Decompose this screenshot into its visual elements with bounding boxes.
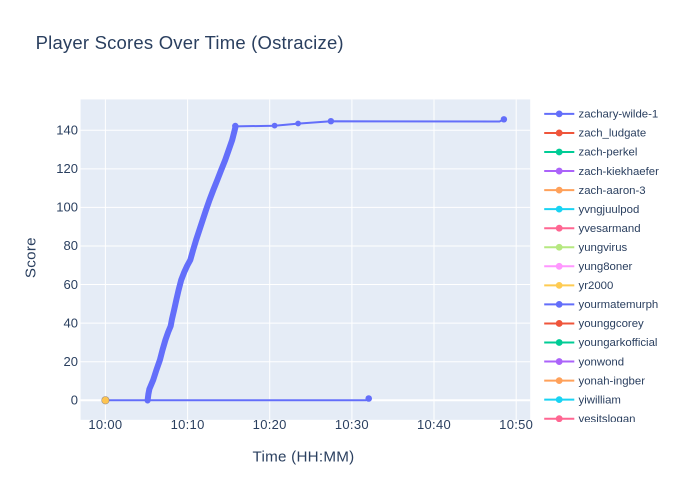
svg-text:60: 60 [64, 277, 78, 292]
svg-text:Player Scores Over Time (Ostra: Player Scores Over Time (Ostracize) [36, 32, 344, 53]
svg-text:zachary-wilde-1: zachary-wilde-1 [579, 109, 659, 121]
svg-text:zach_ludgate: zach_ludgate [579, 128, 647, 140]
svg-text:zach-perkel: zach-perkel [579, 147, 638, 159]
svg-text:80: 80 [64, 238, 78, 253]
svg-text:yesitslogan: yesitslogan [579, 413, 636, 425]
svg-text:100: 100 [56, 200, 78, 215]
svg-text:zach-kiekhaefer: zach-kiekhaefer [579, 166, 660, 178]
svg-text:10:30: 10:30 [335, 417, 369, 432]
svg-text:yonah-ingber: yonah-ingber [579, 375, 646, 387]
svg-text:yourmatemurph: yourmatemurph [579, 299, 659, 311]
svg-text:10:20: 10:20 [253, 417, 287, 432]
svg-text:yvesarmand: yvesarmand [579, 223, 641, 235]
svg-text:yvngjuulpod: yvngjuulpod [579, 204, 640, 216]
svg-text:yonwond: yonwond [579, 356, 625, 368]
svg-text:Time (HH:MM): Time (HH:MM) [253, 449, 355, 466]
svg-text:10:40: 10:40 [417, 417, 451, 432]
svg-text:120: 120 [56, 161, 78, 176]
svg-text:140: 140 [56, 122, 78, 137]
svg-text:youngarkofficial: youngarkofficial [579, 337, 658, 349]
svg-text:Score: Score [22, 237, 39, 278]
svg-text:yung8oner: yung8oner [579, 261, 633, 273]
svg-text:10:00: 10:00 [88, 417, 122, 432]
svg-text:10:10: 10:10 [171, 417, 205, 432]
svg-text:yiwilliam: yiwilliam [579, 394, 621, 406]
svg-text:40: 40 [64, 315, 78, 330]
svg-text:10:50: 10:50 [499, 417, 533, 432]
svg-text:yr2000: yr2000 [579, 280, 614, 292]
svg-text:younggcorey: younggcorey [579, 318, 645, 330]
svg-text:yungvirus: yungvirus [579, 242, 628, 254]
svg-text:20: 20 [64, 354, 78, 369]
svg-text:zach-aaron-3: zach-aaron-3 [579, 185, 646, 197]
svg-text:0: 0 [71, 393, 78, 408]
